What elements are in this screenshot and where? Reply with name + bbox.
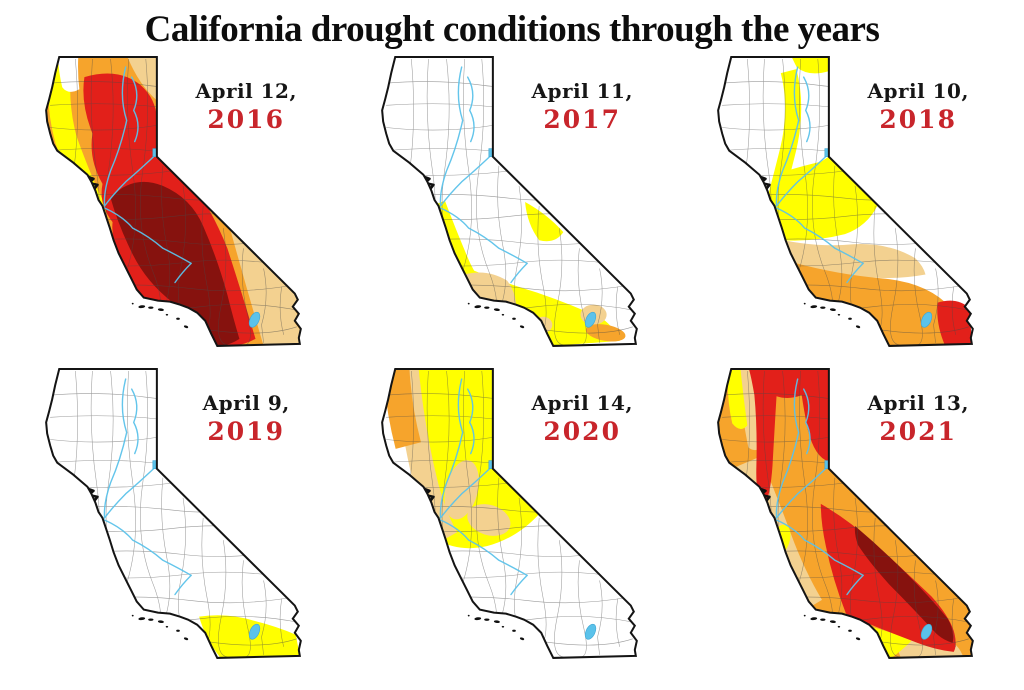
d0-region (525, 201, 564, 242)
map-cell-2016: April 12, 2016 (20, 55, 332, 357)
d1-region (444, 460, 479, 520)
channel-islands (467, 302, 525, 329)
d0-region (727, 369, 748, 429)
d3-region (937, 300, 972, 346)
map-cell-2019: April 9, 2019 (20, 367, 332, 669)
d1-region (126, 57, 161, 102)
page-title: California drought conditions through th… (144, 9, 880, 50)
map-cell-2020: April 14, 2020 (356, 367, 668, 669)
d1-region (738, 369, 763, 451)
drought-map-2018 (717, 56, 974, 347)
channel-islands (803, 302, 861, 329)
d2-region (585, 324, 626, 342)
channel-islands (467, 614, 525, 641)
map-cell-2021: April 13, 2021 (692, 367, 1004, 669)
drought-map-2019 (45, 368, 302, 659)
map-cell-2018: April 10, 2018 (692, 55, 1004, 357)
drought-map-2020 (381, 368, 638, 659)
channel-islands (131, 302, 189, 329)
map-cell-2017: April 11, 2017 (356, 55, 668, 357)
d2-region (778, 258, 958, 346)
channel-islands (131, 614, 189, 641)
maps-grid: April 12, 2016 April 1 (0, 53, 1024, 669)
d1-region (229, 226, 301, 346)
d1-region (464, 272, 517, 304)
channel-islands (803, 614, 861, 641)
d3-region (748, 369, 831, 510)
no-drought-region (58, 57, 80, 92)
d1-region (467, 504, 511, 536)
d4-region (854, 526, 954, 643)
drought-map-2021 (717, 368, 974, 659)
d2-region (383, 369, 421, 449)
drought-map-2017 (381, 56, 638, 347)
drought-map-2016 (45, 56, 302, 347)
